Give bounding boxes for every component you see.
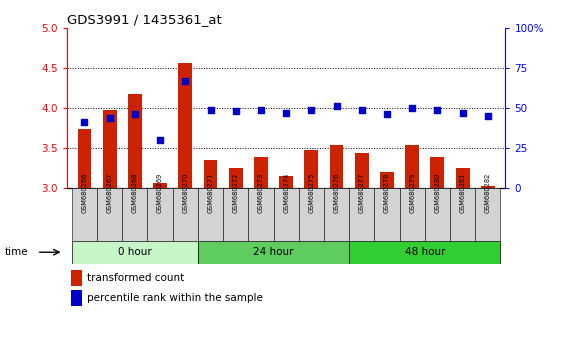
Text: GSM680276: GSM680276: [333, 173, 339, 213]
Text: GSM680279: GSM680279: [409, 173, 415, 213]
Point: [105, 115, 114, 120]
Text: GDS3991 / 1435361_at: GDS3991 / 1435361_at: [67, 13, 221, 26]
Bar: [279, 176, 293, 188]
Bar: [349, 188, 374, 241]
Bar: [223, 188, 248, 241]
Point: [357, 107, 367, 113]
Bar: [456, 168, 469, 188]
Point: [458, 110, 467, 116]
Bar: [329, 144, 343, 188]
Text: GSM680277: GSM680277: [359, 173, 365, 213]
Point: [156, 137, 165, 143]
Text: GSM680267: GSM680267: [107, 173, 113, 213]
Bar: [178, 63, 192, 188]
Point: [206, 107, 215, 113]
Text: GSM680266: GSM680266: [81, 173, 88, 213]
Point: [231, 108, 241, 114]
Bar: [229, 168, 243, 188]
Text: percentile rank within the sample: percentile rank within the sample: [87, 293, 263, 303]
Bar: [374, 188, 400, 241]
Text: GSM680274: GSM680274: [283, 173, 289, 213]
Bar: [450, 188, 475, 241]
Bar: [425, 188, 450, 241]
Bar: [77, 130, 91, 188]
Bar: [198, 241, 349, 264]
Text: GSM680268: GSM680268: [132, 173, 138, 213]
Text: 24 hour: 24 hour: [253, 247, 294, 257]
Text: GSM680281: GSM680281: [460, 173, 465, 213]
Text: GSM680272: GSM680272: [233, 173, 239, 213]
Bar: [431, 157, 444, 188]
Text: GSM680278: GSM680278: [384, 173, 390, 213]
Text: GSM680269: GSM680269: [157, 173, 163, 213]
Point: [80, 120, 89, 125]
Text: transformed count: transformed count: [87, 273, 184, 282]
Point: [130, 112, 139, 117]
Bar: [122, 188, 148, 241]
Bar: [198, 188, 223, 241]
Text: 0 hour: 0 hour: [118, 247, 152, 257]
Point: [483, 113, 493, 119]
Bar: [349, 241, 500, 264]
Bar: [475, 188, 500, 241]
Bar: [71, 290, 82, 306]
Bar: [128, 95, 142, 188]
Bar: [153, 183, 167, 188]
Text: GSM680270: GSM680270: [182, 173, 188, 213]
Text: 48 hour: 48 hour: [404, 247, 445, 257]
Point: [181, 78, 190, 84]
Point: [407, 105, 417, 111]
Bar: [148, 188, 173, 241]
Bar: [380, 172, 394, 188]
Point: [282, 110, 291, 116]
Bar: [304, 150, 318, 188]
Text: time: time: [5, 247, 28, 257]
Bar: [400, 188, 425, 241]
Bar: [254, 157, 268, 188]
Point: [382, 112, 392, 117]
Bar: [103, 110, 117, 188]
Bar: [355, 153, 369, 188]
Bar: [72, 188, 97, 241]
Point: [433, 107, 442, 113]
Bar: [274, 188, 299, 241]
Text: GSM680273: GSM680273: [258, 173, 264, 213]
Text: GSM680282: GSM680282: [485, 173, 491, 213]
Bar: [481, 186, 495, 188]
Text: GSM680275: GSM680275: [309, 173, 314, 213]
Bar: [203, 160, 217, 188]
Text: GSM680280: GSM680280: [435, 173, 440, 213]
Bar: [248, 188, 274, 241]
Bar: [97, 188, 122, 241]
Bar: [173, 188, 198, 241]
Point: [256, 107, 266, 113]
Text: GSM680271: GSM680271: [207, 173, 213, 213]
Bar: [71, 270, 82, 286]
Bar: [72, 241, 198, 264]
Point: [332, 103, 341, 109]
Bar: [406, 144, 419, 188]
Bar: [324, 188, 349, 241]
Point: [307, 107, 316, 113]
Bar: [299, 188, 324, 241]
